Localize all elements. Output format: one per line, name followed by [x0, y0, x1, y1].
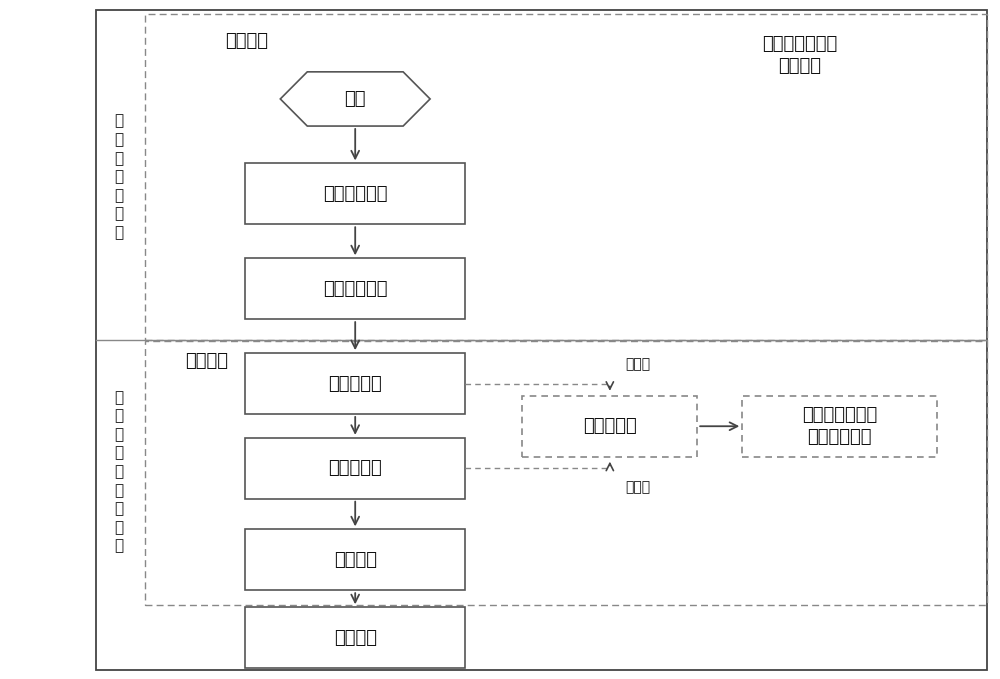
- Text: 供应方监测文件
正常上传: 供应方监测文件 正常上传: [762, 35, 837, 75]
- Bar: [245, 529, 465, 590]
- Text: 数据发布: 数据发布: [334, 629, 377, 646]
- Text: 网
级
电
能
量
数
据
平
台: 网 级 电 能 量 数 据 平 台: [114, 390, 123, 553]
- Text: 不通过: 不通过: [625, 357, 650, 371]
- Text: 数据入库: 数据入库: [334, 551, 377, 569]
- Bar: [145, 341, 987, 605]
- Text: 文件上传: 文件上传: [225, 33, 268, 50]
- Text: 计
量
自
动
化
系
统: 计 量 自 动 化 系 统: [114, 113, 123, 240]
- Polygon shape: [280, 72, 430, 126]
- Bar: [245, 258, 465, 319]
- Bar: [522, 396, 697, 457]
- Bar: [145, 14, 987, 340]
- Text: 检查完整性: 检查完整性: [328, 375, 382, 392]
- Text: 不通过: 不通过: [625, 481, 650, 494]
- Bar: [245, 438, 465, 499]
- Text: 检查数据项: 检查数据项: [328, 459, 382, 477]
- Bar: [245, 607, 465, 668]
- Text: 文件处理: 文件处理: [185, 352, 228, 370]
- Text: 开始: 开始: [344, 90, 366, 108]
- Bar: [245, 164, 465, 224]
- Bar: [96, 10, 987, 670]
- Text: 自动生成文件: 自动生成文件: [323, 185, 387, 203]
- Bar: [245, 353, 465, 414]
- Text: 生成问题单: 生成问题单: [583, 417, 637, 435]
- Text: 记录文件处理日
志、转移文件: 记录文件处理日 志、转移文件: [802, 406, 877, 446]
- Text: 自动上传文件: 自动上传文件: [323, 280, 387, 297]
- Bar: [742, 396, 937, 457]
